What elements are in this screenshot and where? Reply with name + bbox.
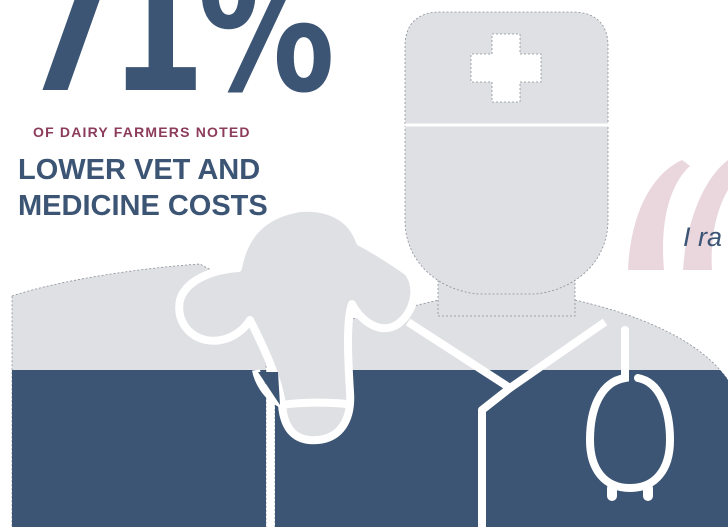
headline-line-1: LOWER VET AND	[18, 154, 261, 186]
headline-line-2: MEDICINE COSTS	[18, 190, 268, 222]
stat-subhead: OF DAIRY FARMERS NOTED	[33, 124, 251, 140]
medical-cross-icon	[470, 33, 542, 103]
quote-text: I ra	[683, 222, 723, 252]
vet-icon	[274, 11, 728, 527]
stat-value: 71%	[22, 0, 335, 132]
quote-mark-icon	[628, 160, 728, 270]
cow-head-icon	[175, 203, 419, 445]
stethoscope-icon	[585, 326, 675, 501]
stat-headline: LOWER VET AND MEDICINE COSTS	[18, 152, 348, 224]
